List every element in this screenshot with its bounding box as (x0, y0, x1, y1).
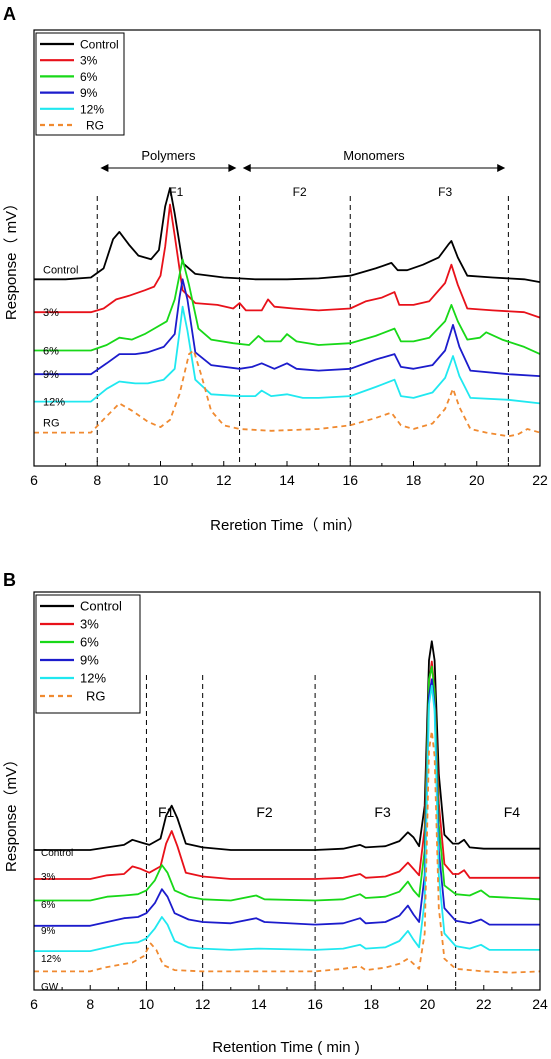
legend: Control 3% 6% 9% 12% RG (35, 32, 125, 136)
series-row-label: Control (43, 264, 78, 276)
range-arrow-label: Monomers (343, 148, 405, 163)
legend-label: 6% (80, 70, 98, 84)
x-tick-label: 22 (476, 996, 492, 1012)
range-arrow-label: Polymers (141, 148, 196, 163)
series-row-label: 3% (43, 307, 59, 319)
legend-label: 9% (80, 86, 98, 100)
x-tick-label: 16 (342, 472, 358, 488)
series-line (34, 349, 541, 438)
x-tick-label: 20 (420, 996, 436, 1012)
legend-label: 3% (80, 54, 98, 68)
series-line (34, 305, 541, 405)
series-row-label: 9% (41, 926, 56, 937)
x-tick-label: 14 (251, 996, 267, 1012)
x-tick-label: 12 (216, 472, 232, 488)
series-row-label: GW (41, 982, 59, 993)
x-tick-label: 16 (307, 996, 323, 1012)
axes: 6 8 10 12 14 16 18 20 22 (30, 29, 548, 488)
x-tick-label: 18 (406, 472, 422, 488)
series-row-label: 12% (41, 954, 61, 965)
fraction-label: F3 (374, 804, 391, 820)
series-line (34, 730, 541, 974)
axes: 6 8 10 12 14 16 18 20 22 24 (30, 591, 548, 1012)
series-line (34, 203, 541, 319)
plot-area: F1 F2 F3 Polymers Monomers Control 3% 6% 9% 12% RG (34, 148, 541, 466)
panel-label: B (3, 570, 16, 590)
series-row-label: 6% (43, 346, 59, 358)
chart-panel-a: A F1 F2 F3 Polymers Monomers Control 3% 6% 9% 12%… (3, 4, 548, 534)
x-axis-label: Retention Time ( min ) (212, 1039, 360, 1056)
legend-label: 9% (80, 653, 99, 668)
legend-label: Control (80, 38, 119, 52)
fraction-label: F4 (504, 804, 521, 820)
series-line (34, 678, 540, 927)
series-line (34, 278, 541, 377)
series-line (34, 660, 540, 880)
fraction-label: F3 (438, 185, 452, 199)
legend-label: 3% (80, 617, 99, 632)
x-tick-label: 6 (30, 996, 38, 1012)
series-row-label: 6% (41, 900, 56, 911)
fraction-label: F1 (169, 185, 183, 199)
legend-label: 12% (80, 102, 104, 116)
legend-box (35, 32, 125, 136)
legend-label: Control (80, 599, 122, 614)
y-axis-label: Response（mV） (3, 752, 20, 872)
legend-box (35, 594, 141, 714)
fraction-label: F2 (293, 185, 307, 199)
x-tick-label: 14 (279, 472, 295, 488)
arrow-head-right (497, 164, 506, 172)
series-row-label: 12% (43, 397, 65, 409)
y-axis-label: Response（ mV） (3, 196, 20, 320)
panel-label: A (3, 4, 16, 24)
series-row-label: 3% (41, 872, 56, 883)
series-row-label: RG (43, 418, 60, 430)
legend: Control 3% 6% 9% 12% RG (35, 594, 141, 714)
legend-label: RG (86, 119, 104, 133)
arrow-head-left (100, 164, 109, 172)
series-row-label: Control (41, 848, 73, 859)
x-tick-label: 20 (469, 472, 485, 488)
legend-label: 12% (80, 671, 106, 686)
x-tick-label: 10 (139, 996, 155, 1012)
fraction-label: F2 (256, 804, 273, 820)
x-tick-label: 24 (532, 996, 548, 1012)
x-tick-label: 10 (153, 472, 169, 488)
legend-label: RG (86, 689, 106, 704)
legend-label: 6% (80, 635, 99, 650)
x-tick-label: 12 (195, 996, 211, 1012)
arrow-head-left (242, 164, 251, 172)
series-line (34, 187, 541, 283)
x-tick-label: 22 (532, 472, 548, 488)
x-tick-label: 8 (86, 996, 94, 1012)
series-line (34, 665, 541, 902)
x-tick-label: 8 (93, 472, 101, 488)
arrow-head-right (228, 164, 237, 172)
series-line (34, 684, 540, 952)
x-tick-label: 18 (364, 996, 380, 1012)
x-axis-label: Reretion Time（ min） (210, 517, 362, 534)
series-line (34, 258, 541, 355)
series-row-label: 9% (43, 369, 59, 381)
series-line (34, 640, 540, 851)
x-tick-label: 6 (30, 472, 38, 488)
